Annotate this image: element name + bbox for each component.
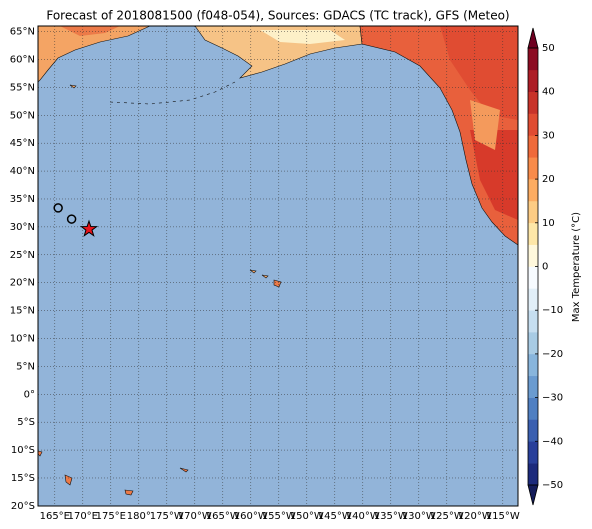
colorbar-band — [528, 332, 538, 355]
colorbar-band — [528, 113, 538, 136]
colorbar-band — [528, 375, 538, 398]
colorbar-band — [528, 266, 538, 289]
colorbar-extend-top — [527, 27, 539, 49]
colorbar-extend-bottom — [527, 484, 539, 506]
lat-label: 15°N — [10, 306, 35, 317]
lat-label: 60°N — [10, 54, 35, 65]
graticule — [38, 26, 518, 507]
ocean — [38, 26, 518, 506]
lon-label: 150°W — [290, 511, 324, 522]
lon-label: 115°W — [486, 511, 520, 522]
colorbar-band — [528, 441, 538, 464]
lon-label: 160°W — [234, 511, 268, 522]
colorbar-tick-label: 10 — [542, 218, 555, 229]
colorbar-band — [528, 91, 538, 114]
lat-label: 25°N — [10, 250, 35, 261]
map-frame — [37, 25, 519, 507]
lat-label: 10°S — [11, 445, 35, 456]
land — [38, 26, 518, 496]
lat-label: 0° — [24, 389, 35, 400]
colorbar-band — [528, 69, 538, 92]
colorbar-band — [528, 135, 538, 158]
lon-label: 140°W — [346, 511, 380, 522]
lon-label: 175°W — [150, 511, 184, 522]
lat-label: 20°S — [11, 501, 35, 512]
lat-label: 10°N — [10, 333, 35, 344]
colorbar-band — [528, 419, 538, 442]
colorbar-band — [528, 310, 538, 333]
lon-label: 170°W — [178, 511, 212, 522]
lat-label: 40°N — [10, 166, 35, 177]
tc-track — [53, 203, 99, 237]
colorbar-label: Max Temperature (°C) — [571, 212, 582, 322]
current-position — [79, 219, 99, 237]
lat-label: 45°N — [10, 138, 35, 149]
colorbar-tick-label: −50 — [542, 480, 563, 491]
lat-label: 15°S — [11, 473, 35, 484]
colorbar-band — [528, 179, 538, 202]
colorbar-band — [528, 397, 538, 420]
colorbar-tick-label: 20 — [542, 174, 555, 185]
lat-label: 35°N — [10, 194, 35, 205]
lon-label: 165°W — [206, 511, 240, 522]
colorbar-band — [528, 157, 538, 180]
colorbar-tick-label: −20 — [542, 349, 563, 360]
colorbar: 50 40 30 20 10 0 −10 −20 −30 −40 −50 — [527, 27, 563, 506]
lon-label: 135°W — [374, 511, 408, 522]
lat-label: 55°N — [10, 82, 35, 93]
colorbar-band — [528, 353, 538, 377]
colorbar-band — [528, 48, 538, 71]
track-point — [66, 214, 77, 224]
colorbar-tick-label: −30 — [542, 393, 563, 404]
colorbar-tick-label: 50 — [542, 43, 555, 54]
colorbar-band — [528, 244, 538, 267]
lon-label: 120°W — [458, 511, 492, 522]
lon-label: 180° — [127, 511, 151, 522]
colorbar-tick-label: 30 — [542, 130, 555, 141]
lon-label: 125°W — [430, 511, 464, 522]
lon-label: 175°E — [96, 511, 126, 522]
title: Forecast of 2018081500 (f048-054), Sourc… — [46, 9, 509, 23]
lat-label: 5°N — [16, 361, 35, 372]
colorbar-band — [528, 200, 538, 224]
lat-label: 65°N — [10, 27, 35, 38]
colorbar-band — [528, 222, 538, 245]
lon-label: 130°W — [402, 511, 436, 522]
lon-label: 155°W — [262, 511, 296, 522]
lat-label: 20°N — [10, 278, 35, 289]
lat-label: 30°N — [10, 222, 35, 233]
colorbar-tick-label: −10 — [542, 305, 563, 316]
lon-label: 165°E — [40, 511, 70, 522]
lon-label: 145°W — [318, 511, 352, 522]
lat-label: 5°S — [17, 417, 35, 428]
lat-label: 50°N — [10, 110, 35, 121]
colorbar-tick-label: 40 — [542, 87, 555, 98]
colorbar-tick-label: 0 — [542, 262, 548, 273]
track-point — [53, 203, 63, 213]
lon-label: 170°E — [68, 511, 98, 522]
colorbar-band — [528, 288, 538, 311]
colorbar-band — [528, 463, 538, 486]
colorbar-tick-label: −40 — [542, 436, 563, 447]
